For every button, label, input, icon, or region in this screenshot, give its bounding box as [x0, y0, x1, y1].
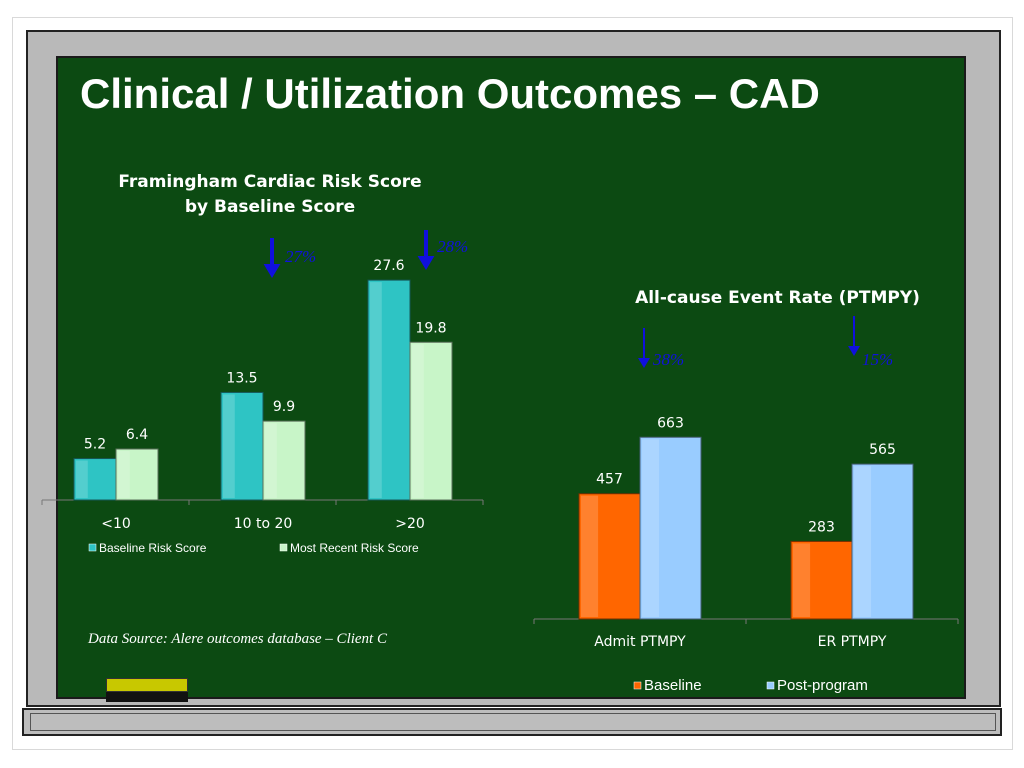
- chalk-ledge-groove: [30, 713, 996, 731]
- down-arrow-head-icon: [638, 358, 650, 368]
- data-label: 27.6: [373, 258, 404, 274]
- bar: [409, 341, 453, 501]
- down-arrow-head-icon: [417, 256, 435, 270]
- bar: [790, 540, 853, 620]
- annotation-label: 27%: [285, 247, 316, 266]
- bar: [367, 279, 411, 501]
- data-label: 663: [657, 415, 684, 431]
- legend-swatch: [279, 543, 288, 552]
- bar-highlight: [854, 466, 872, 617]
- x-tick-label: 10 to 20: [234, 516, 293, 532]
- legend-label: Baseline: [644, 677, 702, 694]
- bar: [639, 436, 702, 620]
- legend-swatch: [88, 543, 97, 552]
- x-tick-label: <10: [101, 516, 131, 532]
- legend-label: Most Recent Risk Score: [290, 541, 419, 555]
- eraser-icon: [106, 678, 188, 692]
- annotation-label: 28%: [437, 237, 468, 256]
- bar-highlight: [76, 460, 88, 498]
- chalkboard: [56, 56, 966, 699]
- legend-swatch: [633, 681, 642, 690]
- legend-label: Post-program: [777, 677, 868, 694]
- chalk-ledge: [22, 708, 1002, 736]
- bar: [262, 420, 306, 501]
- bar: [851, 463, 914, 620]
- bar-highlight: [412, 344, 424, 498]
- data-label: 19.8: [415, 320, 446, 336]
- bar-highlight: [118, 451, 130, 498]
- bar: [115, 448, 159, 501]
- x-tick-label: Admit PTMPY: [594, 634, 686, 650]
- legend-swatch: [766, 681, 775, 690]
- slide-title: Clinical / Utilization Outcomes – CAD: [80, 70, 820, 117]
- annotation-label: 15%: [862, 350, 893, 369]
- bar-highlight: [223, 394, 235, 498]
- down-arrow-head-icon: [263, 264, 281, 278]
- x-tick-label: ER PTMPY: [818, 634, 887, 650]
- x-tick-label: >20: [395, 516, 425, 532]
- data-label: 565: [869, 442, 896, 458]
- data-label: 6.4: [126, 427, 148, 443]
- chart1-title-line1: Framingham Cardiac Risk Score: [118, 172, 422, 192]
- data-source-note: Data Source: Alere outcomes database – C…: [88, 631, 387, 647]
- data-label: 5.2: [84, 437, 106, 453]
- legend-label: Baseline Risk Score: [99, 541, 207, 555]
- bar-highlight: [265, 423, 277, 498]
- down-arrow-head-icon: [848, 346, 860, 356]
- data-label: 283: [808, 519, 835, 535]
- bar-highlight: [370, 282, 382, 498]
- bar: [578, 493, 641, 620]
- data-label: 457: [596, 472, 623, 488]
- annotation-label: 38%: [652, 350, 684, 369]
- chart2-title: All-cause Event Rate (PTMPY): [635, 288, 920, 308]
- bar: [220, 391, 264, 501]
- bar-highlight: [642, 439, 660, 617]
- data-label: 13.5: [226, 370, 257, 386]
- bar: [73, 458, 117, 501]
- eraser-base: [106, 692, 188, 702]
- chart1-title: Framingham Cardiac Risk Score by Baselin…: [70, 170, 470, 220]
- data-label: 9.9: [273, 399, 295, 415]
- bar-highlight: [581, 495, 599, 617]
- chart1-title-line2: by Baseline Score: [184, 197, 356, 217]
- bar-highlight: [793, 543, 811, 617]
